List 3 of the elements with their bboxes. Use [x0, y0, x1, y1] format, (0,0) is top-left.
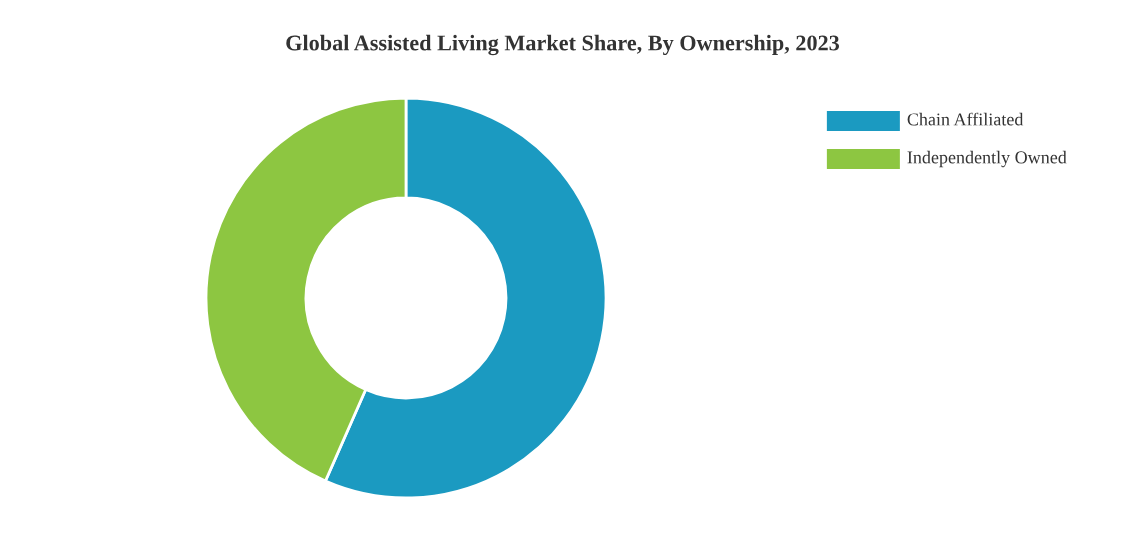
chart-title: Global Assisted Living Market Share, By Ownership, 2023: [286, 34, 840, 56]
legend-label: Independently Owned: [907, 150, 1067, 168]
legend-label: Chain Affiliated: [907, 112, 1024, 126]
